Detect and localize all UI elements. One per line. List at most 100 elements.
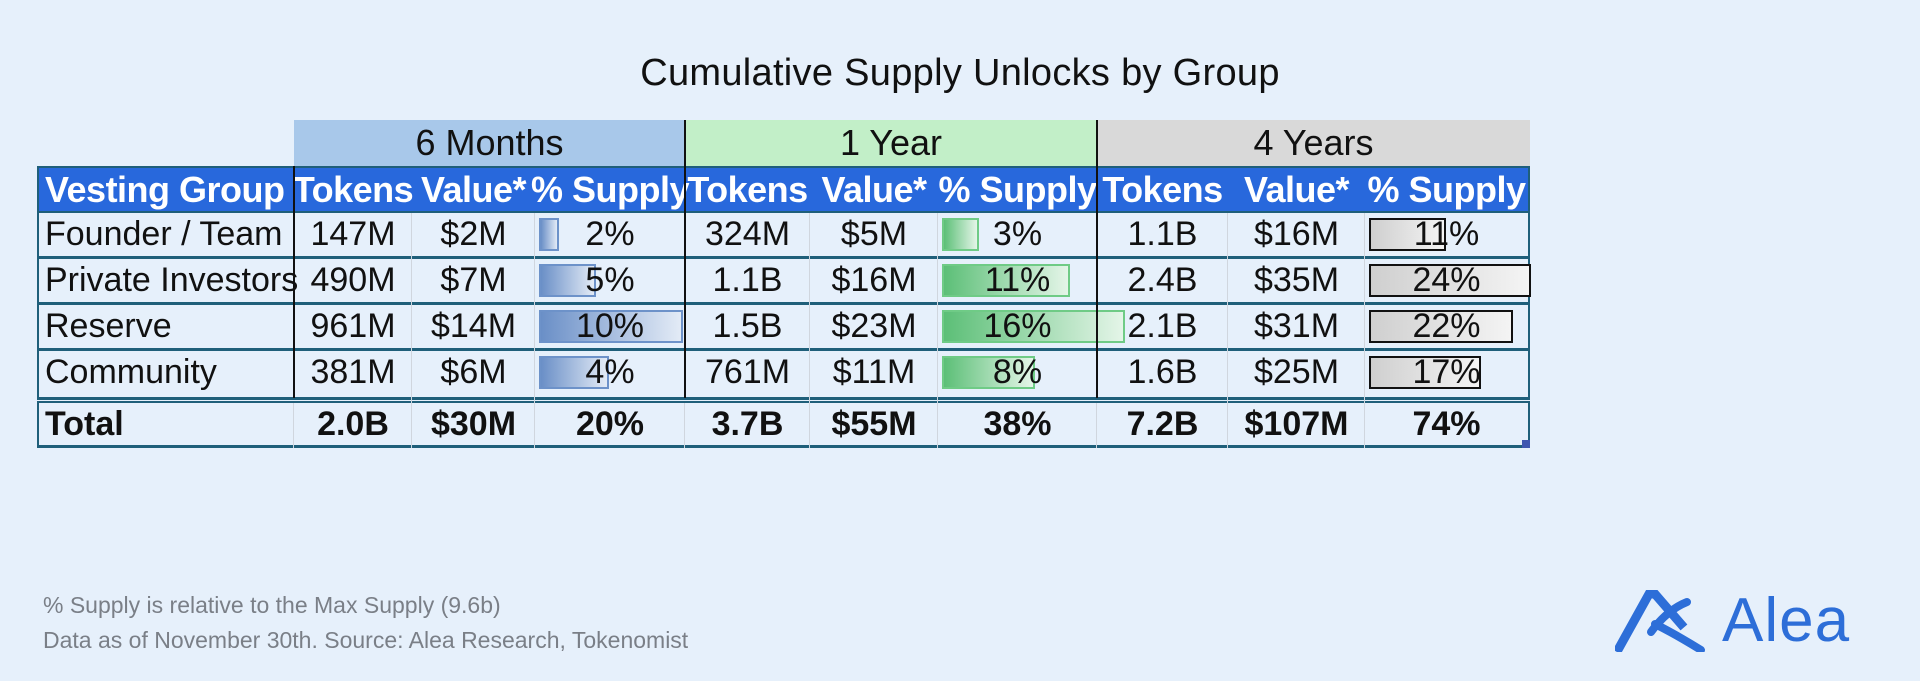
period-header-1-year: 1 Year bbox=[685, 120, 1097, 166]
tokens-4y: 1.1B bbox=[1127, 215, 1198, 253]
tokens-6m: 961M bbox=[310, 307, 396, 345]
pct-4y: 11% bbox=[1413, 215, 1480, 253]
total-label: Total bbox=[45, 405, 124, 443]
footnote-supply: % Supply is relative to the Max Supply (… bbox=[43, 592, 501, 618]
value-1y: $23M bbox=[831, 307, 917, 345]
data-bar-1y bbox=[942, 356, 1035, 389]
data-bar-6m bbox=[539, 218, 559, 251]
header-tokens-1y: Tokens bbox=[687, 168, 808, 210]
value-4y: $31M bbox=[1253, 307, 1340, 345]
pct-1y: 3% bbox=[992, 215, 1043, 253]
total-value-1y: $55M bbox=[831, 405, 917, 443]
value-6m: $2M bbox=[440, 215, 507, 253]
tokens-4y: 1.6B bbox=[1127, 353, 1198, 391]
header-pct-1y: % Supply bbox=[938, 168, 1097, 210]
table-row: Community 381M $6M 4% 761M $11M 8% 1.6B … bbox=[37, 351, 1530, 398]
pct-1y: 16% bbox=[983, 307, 1052, 345]
pct-4y: 17% bbox=[1412, 353, 1481, 391]
total-pct-6m: 20% bbox=[575, 405, 645, 443]
period-divider bbox=[684, 120, 686, 398]
column-separator bbox=[1096, 403, 1097, 448]
tokens-6m: 490M bbox=[310, 261, 396, 299]
data-bar-1y bbox=[942, 310, 1125, 343]
column-separator bbox=[411, 213, 412, 448]
pct-1y: 11% bbox=[984, 261, 1051, 299]
group-name: Private Investors bbox=[45, 261, 299, 299]
period-header-4-years: 4 Years bbox=[1097, 120, 1530, 166]
tokens-4y: 2.1B bbox=[1127, 307, 1198, 345]
table-row: Private Investors 490M $7M 5% 1.1B $16M … bbox=[37, 259, 1531, 305]
period-header-6-months: 6 Months bbox=[294, 120, 685, 166]
value-4y: $16M bbox=[1253, 215, 1340, 253]
total-value-4y: $107M bbox=[1244, 405, 1349, 443]
header-pct-4y: % Supply bbox=[1367, 168, 1526, 210]
header-value-4y: Value* bbox=[1243, 168, 1350, 210]
data-bar-4y bbox=[1369, 310, 1513, 343]
value-1y: $5M bbox=[840, 215, 908, 253]
footnote-source: Data as of November 30th. Source: Alea R… bbox=[43, 627, 689, 653]
tokens-6m: 147M bbox=[310, 215, 396, 253]
pct-4y: 24% bbox=[1412, 261, 1481, 299]
pct-6m: 10% bbox=[575, 307, 645, 345]
column-separator bbox=[809, 213, 810, 448]
header-value-1y: Value* bbox=[821, 168, 927, 210]
column-separator bbox=[1227, 213, 1228, 448]
column-separator bbox=[684, 403, 685, 448]
tokens-1y: 1.5B bbox=[712, 307, 783, 345]
column-header-row: Vesting Group Tokens Value* % Supply Tok… bbox=[37, 166, 1530, 213]
pct-6m: 5% bbox=[585, 261, 635, 299]
tokens-1y: 761M bbox=[704, 353, 791, 391]
total-pct-1y: 38% bbox=[983, 405, 1052, 443]
header-pct-6m: % Supply bbox=[530, 168, 690, 210]
header-tokens-4y: Tokens bbox=[1102, 168, 1223, 210]
pct-1y: 8% bbox=[992, 353, 1043, 391]
header-value-6m: Value* bbox=[420, 168, 527, 210]
total-row: Total 2.0B $30M 20% 3.7B $55M 38% 7.2B $… bbox=[37, 403, 1530, 448]
pct-6m: 2% bbox=[585, 215, 635, 253]
value-1y: $11M bbox=[832, 353, 916, 391]
total-divider bbox=[37, 397, 1530, 403]
column-separator bbox=[937, 213, 938, 448]
data-bar-6m bbox=[539, 310, 683, 343]
alea-logo: Alea bbox=[1615, 585, 1850, 656]
column-separator bbox=[293, 403, 294, 448]
data-bar-1y bbox=[942, 264, 1070, 297]
total-value-6m: $30M bbox=[430, 405, 517, 443]
tokens-1y: 1.1B bbox=[712, 261, 783, 299]
total-tokens-1y: 3.7B bbox=[711, 405, 784, 443]
period-divider bbox=[1096, 120, 1098, 398]
data-bar-6m bbox=[539, 264, 596, 297]
header-vesting-group: Vesting Group bbox=[45, 168, 285, 210]
data-bar-1y bbox=[942, 218, 979, 251]
total-pct-4y: 74% bbox=[1412, 405, 1481, 443]
pct-4y: 22% bbox=[1412, 307, 1481, 345]
alea-logo-icon bbox=[1615, 589, 1705, 652]
value-4y: $25M bbox=[1253, 353, 1340, 391]
value-6m: $7M bbox=[440, 261, 507, 299]
tokens-4y: 2.4B bbox=[1127, 261, 1198, 299]
resize-handle bbox=[1522, 440, 1530, 448]
value-1y: $16M bbox=[831, 261, 917, 299]
header-tokens-6m: Tokens bbox=[292, 168, 414, 210]
total-tokens-4y: 7.2B bbox=[1126, 405, 1199, 443]
table-row: Reserve 961M $14M 10% 1.5B $23M 16% 2.1B… bbox=[37, 305, 1530, 351]
group-name: Founder / Team bbox=[45, 215, 283, 253]
data-bar-4y bbox=[1369, 264, 1531, 297]
value-4y: $35M bbox=[1253, 261, 1340, 299]
period-divider bbox=[293, 166, 295, 398]
tokens-6m: 381M bbox=[310, 353, 396, 391]
column-separator bbox=[534, 213, 535, 448]
pct-6m: 4% bbox=[585, 353, 635, 391]
value-6m: $14M bbox=[430, 307, 517, 345]
column-separator bbox=[1364, 213, 1365, 448]
group-name: Reserve bbox=[45, 307, 172, 345]
table-row: Founder / Team 147M $2M 2% 324M $5M 3% 1… bbox=[37, 213, 1530, 259]
tokens-1y: 324M bbox=[704, 215, 791, 253]
data-bar-6m bbox=[539, 356, 609, 389]
value-6m: $6M bbox=[440, 353, 507, 391]
total-tokens-6m: 2.0B bbox=[317, 405, 389, 443]
chart-title: Cumulative Supply Unlocks by Group bbox=[640, 52, 1280, 94]
group-name: Community bbox=[45, 353, 217, 391]
alea-logo-text: Alea bbox=[1722, 586, 1851, 655]
data-bar-4y bbox=[1369, 356, 1481, 389]
